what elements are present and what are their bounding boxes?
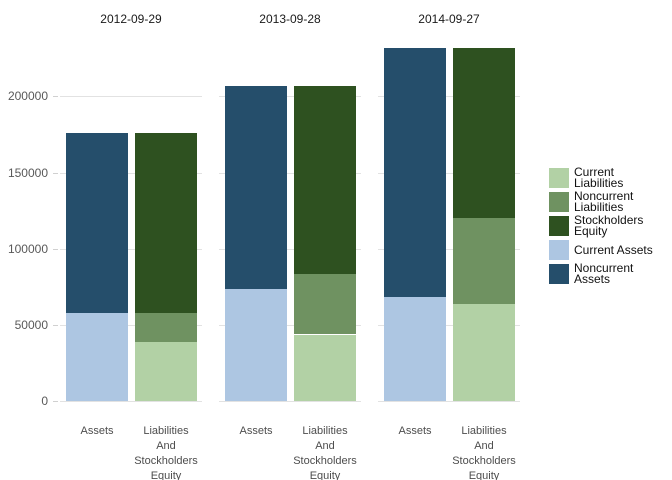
gridline bbox=[60, 96, 202, 98]
bar-segment-noncurrent-liabilities bbox=[135, 312, 197, 343]
x-axis-tick-label: Liabilities And Stockholders Equity bbox=[452, 425, 516, 480]
gridline bbox=[378, 324, 520, 326]
legend-item-noncurrent-assets: Noncurrent Assets bbox=[549, 261, 653, 286]
bar-segment-current-assets bbox=[66, 313, 128, 401]
gridline bbox=[219, 248, 361, 250]
y-axis-tick-label: 200000 bbox=[7, 89, 48, 104]
gridline bbox=[60, 248, 202, 250]
gridline bbox=[219, 324, 361, 326]
bar-segment-noncurrent-assets bbox=[66, 132, 128, 314]
y-axis-tick-label: 0 bbox=[41, 394, 48, 408]
y-axis-tick-mark bbox=[53, 401, 58, 402]
legend-label: Noncurrent Assets bbox=[574, 261, 634, 286]
bar-segment-stockholders-equity bbox=[294, 85, 356, 274]
panel-title: 2013-09-28 bbox=[259, 12, 321, 26]
x-axis-tick-label: Assets bbox=[239, 425, 273, 437]
legend-swatch-noncurrent-liabilities bbox=[549, 192, 569, 212]
y-axis-tick-mark bbox=[53, 248, 58, 250]
bar-segment-noncurrent-liabilities bbox=[453, 217, 515, 305]
gridline bbox=[60, 401, 202, 402]
gridline bbox=[378, 172, 520, 174]
legend-swatch-stockholders-equity bbox=[549, 216, 569, 236]
y-axis-tick-label: 150000 bbox=[7, 165, 48, 180]
bar-segment-current-liabilities bbox=[294, 334, 356, 401]
bar-segment-noncurrent-assets bbox=[225, 85, 287, 290]
panel-title: 2012-09-29 bbox=[100, 12, 162, 26]
bar-segment-stockholders-equity bbox=[135, 132, 197, 313]
gridline bbox=[378, 248, 520, 250]
x-axis-tick-label: Assets bbox=[80, 425, 114, 437]
legend: Current Liabilities Noncurrent Liabilitie… bbox=[549, 165, 653, 286]
y-axis-tick-label: 50000 bbox=[14, 317, 48, 332]
gridline bbox=[60, 172, 202, 174]
x-axis-tick-label: Liabilities And Stockholders Equity bbox=[134, 425, 198, 480]
legend-swatch-current-assets bbox=[549, 240, 569, 260]
bar-segment-current-assets bbox=[225, 289, 287, 401]
gridline bbox=[378, 96, 520, 98]
legend-swatch-current-liabilities bbox=[549, 168, 569, 188]
x-axis-tick-label: Assets bbox=[398, 425, 432, 437]
legend-item-noncurrent-liabilities: Noncurrent Liabilities bbox=[549, 189, 653, 214]
bar-segment-noncurrent-liabilities bbox=[294, 273, 356, 335]
y-axis-tick-mark bbox=[53, 172, 58, 174]
legend-swatch-noncurrent-assets bbox=[549, 264, 569, 284]
legend-label: Current Assets bbox=[574, 242, 653, 257]
legend-label: Noncurrent Liabilities bbox=[574, 189, 634, 214]
legend-label: Current Liabilities bbox=[574, 165, 624, 190]
legend-item-stockholders-equity: Stockholders Equity bbox=[549, 213, 653, 238]
x-axis-tick-label: Liabilities And Stockholders Equity bbox=[293, 425, 357, 480]
bar-segment-stockholders-equity bbox=[453, 47, 515, 218]
bar-segment-current-liabilities bbox=[135, 342, 197, 401]
y-axis-tick-mark bbox=[53, 96, 58, 98]
gridline bbox=[219, 172, 361, 174]
gridline bbox=[219, 401, 361, 402]
bar-segment-noncurrent-assets bbox=[384, 47, 446, 297]
legend-item-current-liabilities: Current Liabilities bbox=[549, 165, 653, 190]
y-axis-tick-mark bbox=[53, 324, 58, 326]
panel-title: 2014-09-27 bbox=[418, 12, 480, 26]
bar-segment-current-assets bbox=[384, 296, 446, 401]
gridline bbox=[60, 324, 202, 326]
legend-item-current-assets: Current Assets bbox=[549, 240, 653, 260]
gridline bbox=[219, 96, 361, 98]
legend-label: Stockholders Equity bbox=[574, 213, 644, 238]
bar-segment-current-liabilities bbox=[453, 304, 515, 401]
y-axis-tick-label: 100000 bbox=[7, 241, 48, 256]
gridline bbox=[378, 401, 520, 402]
